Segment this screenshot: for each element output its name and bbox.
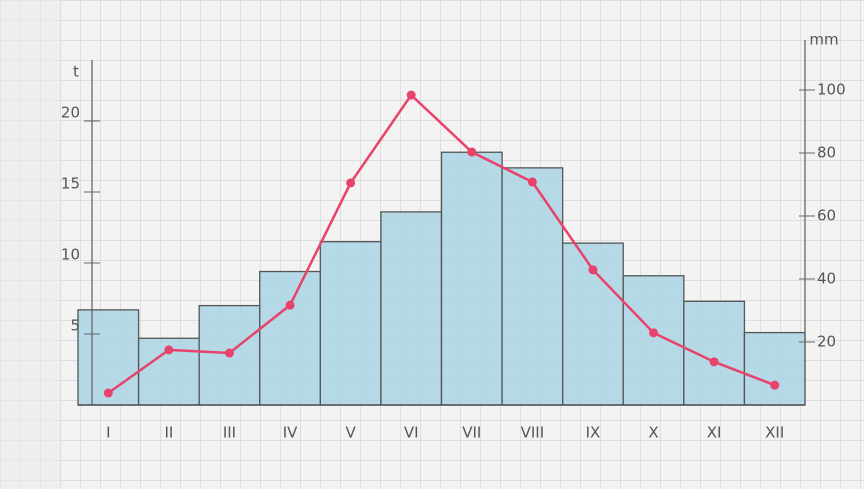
x-tick-label: I — [106, 424, 110, 442]
bar — [380, 211, 443, 406]
line-point — [346, 178, 356, 188]
line-point — [164, 345, 174, 355]
x-tick-label: V — [345, 424, 356, 442]
line-point — [770, 380, 780, 390]
y2-tick-label: 20 — [817, 333, 836, 351]
line-point — [467, 147, 477, 157]
x-tick-label: III — [223, 424, 236, 442]
x-tick-label: VI — [404, 424, 419, 442]
y2-tick-label: 40 — [817, 270, 836, 288]
x-tick-label: X — [648, 424, 658, 442]
bar — [319, 241, 382, 406]
y-axis-label: t — [73, 63, 79, 81]
line-point — [649, 328, 659, 338]
x-tick-label: II — [164, 424, 173, 442]
y-tick-label: 20 — [61, 104, 80, 122]
x-tick-label: XII — [765, 424, 784, 442]
bar — [622, 275, 685, 406]
line-point — [103, 388, 113, 398]
line-point — [709, 357, 719, 367]
x-tick-label: VIII — [521, 424, 545, 442]
bar — [501, 167, 564, 406]
x-tick-label: VII — [462, 424, 481, 442]
line-point — [406, 90, 416, 100]
y2-tick-label: 80 — [817, 144, 836, 162]
y-tick-label: 15 — [61, 175, 80, 193]
y-tick-label: 10 — [61, 246, 80, 264]
bar — [440, 151, 503, 406]
bar — [743, 331, 806, 406]
line-point — [527, 177, 537, 187]
y2-tick-label: 60 — [817, 207, 836, 225]
y2-tick-label: 100 — [817, 81, 846, 99]
paper-margin — [0, 0, 60, 489]
bar — [683, 300, 746, 406]
line-point — [588, 265, 598, 275]
line-point — [285, 300, 295, 310]
x-tick-label: XI — [707, 424, 722, 442]
x-tick-label: IV — [283, 424, 298, 442]
line-point — [224, 348, 234, 358]
line — [107, 93, 776, 395]
y-tick-label: 5 — [70, 317, 80, 335]
y2-axis-label: mm — [809, 31, 838, 49]
x-tick-label: IX — [586, 424, 601, 442]
bar — [259, 270, 321, 406]
